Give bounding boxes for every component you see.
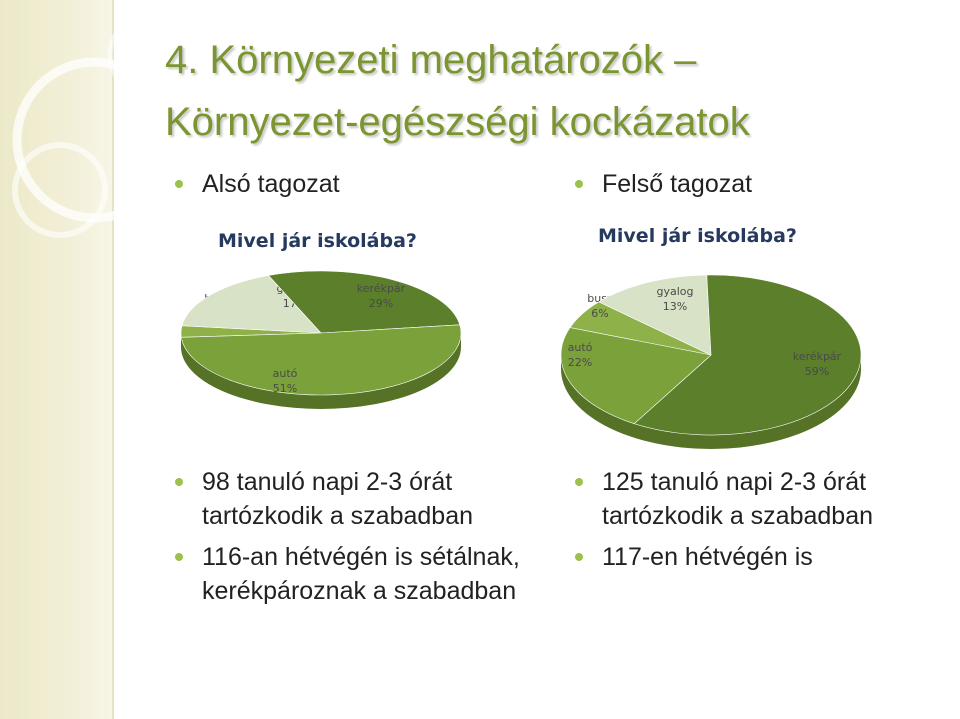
- left-heading: Alsó tagozat: [175, 167, 340, 201]
- pie-slice-kerékpár: [267, 270, 461, 334]
- slice-percent-gyalog: 13%: [663, 300, 687, 313]
- left-note-2-text: 116-an hétvégén is sétálnak, kerékpározn…: [202, 543, 520, 605]
- pie-slice-autó: [560, 327, 712, 425]
- right-heading-text: Felső tagozat: [602, 170, 753, 198]
- right-note-2: 117-en hétvégén is: [575, 540, 942, 574]
- slice-label-autó: autó: [273, 367, 298, 380]
- pie-slice-kerékpár: [633, 274, 862, 436]
- sidebar-divider: [112, 0, 114, 719]
- slice-percent-autó: 51%: [273, 382, 297, 395]
- slice-label-kerékpár: kerékpár: [357, 282, 406, 295]
- left-note-2: 116-an hétvégén is sétálnak, kerékpározn…: [175, 540, 542, 608]
- bullet-dot: [175, 553, 183, 561]
- slice-percent-busz: 6%: [591, 307, 608, 320]
- pie-slice-gyalog: [181, 275, 322, 334]
- left-note-1: 98 tanuló napi 2-3 órát tartózkodik a sz…: [175, 465, 542, 533]
- bullet-dot: [175, 478, 183, 486]
- left-note-1-text: 98 tanuló napi 2-3 órát tartózkodik a sz…: [202, 468, 474, 530]
- right-chart-title: Mivel jár iskolába?: [598, 225, 797, 247]
- left-heading-text: Alsó tagozat: [202, 170, 340, 198]
- slide-title-line-2: Környezet-egészségi kockázatok: [165, 100, 750, 144]
- bullet-dot: [575, 553, 583, 561]
- bullet-dot: [575, 478, 583, 486]
- bullet-dot: [175, 180, 183, 188]
- slice-label-gyalog: gyalog: [656, 285, 693, 298]
- slice-percent-kerékpár: 59%: [805, 365, 829, 378]
- slice-percent-autó: 22%: [568, 356, 592, 369]
- pie-slice-gyalog: [598, 274, 712, 356]
- pie-slice-autó: [180, 324, 462, 396]
- slice-label-kerékpár: kerékpár: [793, 350, 842, 363]
- left-chart-title: Mivel jár iskolába?: [218, 230, 417, 252]
- slide-title-line-1: 4. Környezeti meghatározók –: [165, 38, 697, 82]
- right-note-2-text: 117-en hétvégén is: [602, 543, 813, 571]
- slice-percent-kerékpár: 29%: [369, 297, 393, 310]
- slice-label-autó: autó: [568, 341, 593, 354]
- right-note-1-text: 125 tanuló napi 2-3 órát tartózkodik a s…: [602, 468, 874, 530]
- decorative-circles: [12, 12, 193, 238]
- right-note-1: 125 tanuló napi 2-3 órát tartózkodik a s…: [575, 465, 942, 533]
- bullet-dot: [575, 180, 583, 188]
- right-heading: Felső tagozat: [575, 167, 753, 201]
